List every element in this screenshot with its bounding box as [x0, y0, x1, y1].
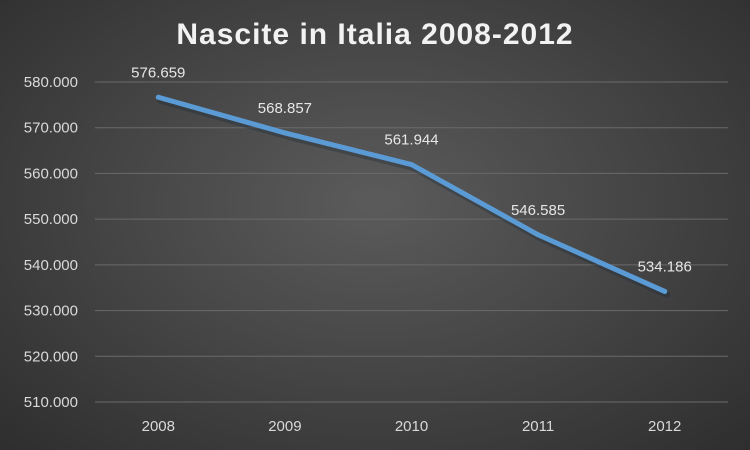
- data-label-1: 568.857: [258, 100, 312, 117]
- data-point-3: [535, 232, 541, 238]
- data-label-2: 561.944: [384, 132, 438, 149]
- x-tick-label-3: 2011: [522, 418, 554, 435]
- x-tick-label-0: 2008: [142, 418, 175, 435]
- data-label-4: 534.186: [638, 258, 692, 275]
- y-tick-label-0: 510.000: [24, 394, 78, 411]
- data-point-2: [409, 162, 414, 168]
- y-tick-label-1: 520.000: [24, 348, 78, 365]
- y-tick-label-4: 550.000: [24, 211, 78, 228]
- data-point-4: [662, 288, 668, 294]
- y-tick-label-7: 580.000: [24, 74, 78, 91]
- data-point-0: [155, 94, 161, 100]
- y-tick-label-5: 560.000: [24, 165, 78, 182]
- x-tick-label-2: 2010: [395, 418, 428, 435]
- x-tick-label-4: 2012: [648, 418, 681, 435]
- y-tick-label-2: 530.000: [24, 303, 78, 320]
- y-tick-label-6: 570.000: [24, 120, 78, 137]
- data-label-0: 576.659: [131, 64, 185, 81]
- x-tick-label-1: 2009: [268, 418, 301, 435]
- chart-title: Nascite in Italia 2008-2012: [176, 18, 574, 51]
- y-tick-label-3: 540.000: [24, 257, 78, 274]
- data-point-1: [282, 130, 288, 136]
- data-label-3: 546.585: [511, 202, 565, 219]
